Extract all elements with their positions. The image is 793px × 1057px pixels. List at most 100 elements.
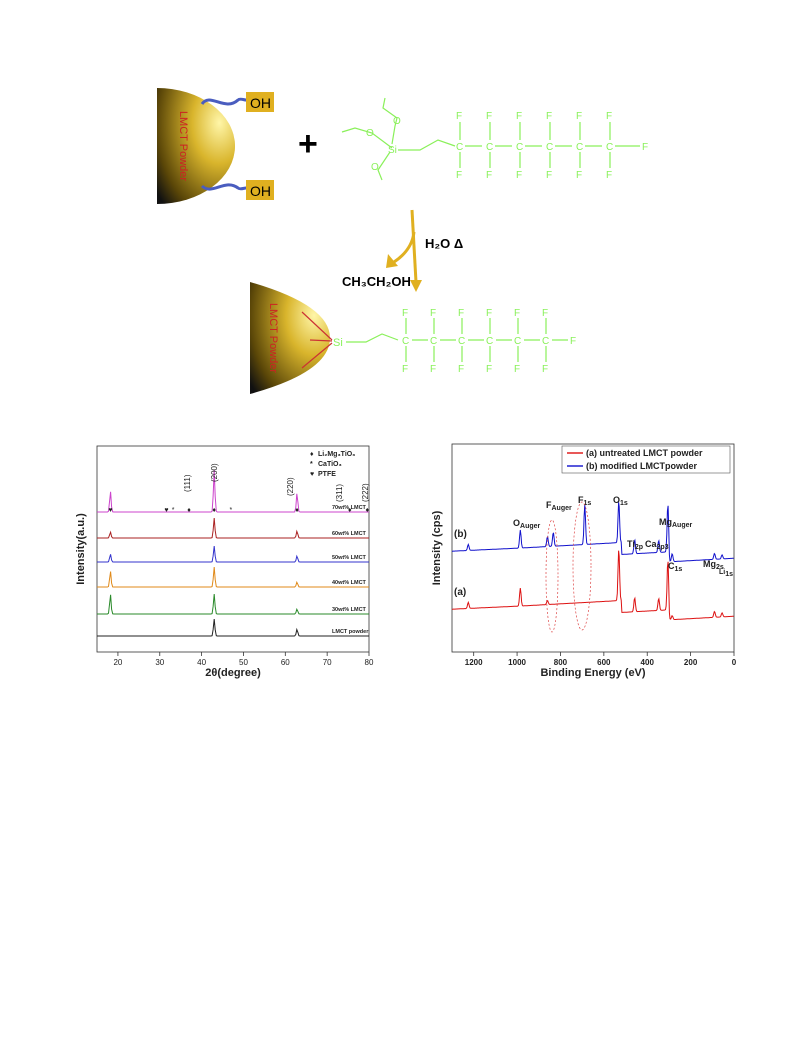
xrd-legend-symbol-2: * [310,461,313,468]
atom-c-b6: C [542,336,549,347]
xps-peak-annotations: OAuger FAuger F1s O1s Ti2p Ca2p3 MgAuger… [513,495,733,578]
xrd-marker-8: ♦ [366,507,370,514]
atom-f-d6: F [606,170,612,181]
xrd-trace-5 [97,618,369,637]
silane-atoms: Si O O O C C C C C C F F F F F F F F F F… [366,111,648,181]
xps-trace-a [452,550,734,620]
hydroxyl-bottom: OH [250,183,271,199]
atom-c-b4: C [486,336,493,347]
xrd-traces [97,469,369,637]
grafted-atoms: Si C C C C C C F F F F F F F F F F F F F [333,308,576,375]
lmct-particle-bottom [250,282,330,394]
xrd-series-label-0: 70wt% LMCT [332,505,367,511]
xrd-marker-7: ♦ [348,507,352,514]
atom-c-4: C [546,142,553,153]
atom-c-b2: C [430,336,437,347]
xps-tick-label-400: 400 [641,658,655,667]
xrd-legend-text-3: PTFE [318,471,336,478]
xps-x-label: Binding Energy (eV) [540,667,645,679]
plus-sign: + [298,125,318,163]
atom-f-u6: F [606,111,612,122]
xrd-series-label-2: 50wt% LMCT [332,555,367,561]
atom-o-2: O [393,116,401,127]
atom-f-d5: F [576,170,582,181]
atom-f-bd1: F [402,364,408,375]
xrd-marker-1: ♥ [164,507,168,514]
atom-c-2: C [486,142,493,153]
peak-label-200: (200) [210,463,219,482]
reaction-arrow [386,209,422,292]
atom-f-bu3: F [458,308,464,319]
xrd-peak-labels: (111) (200) (220) (311) (222) [183,463,370,502]
particle-label-top: LMCT Powder [177,111,189,181]
xrd-marker-5: * [230,507,233,514]
xrd-marker-0: ♥ [108,507,112,514]
atom-f-bu6: F [542,308,548,319]
anno-ca-2p3: Ca2p3 [645,539,669,551]
anno-f-1s: F1s [578,495,591,507]
atom-f-bd4: F [486,364,492,375]
xrd-chart: 20 30 40 50 60 70 80 ♥ ♥ * ♦ ♦ * ♦ ♦ ♦ (111) (200) (22… [75,445,374,679]
xps-tag-a: (a) [454,587,466,598]
atom-c-5: C [576,142,583,153]
xps-legend-b: (b) modified LMCTpowder [586,461,697,471]
atom-f-u1: F [456,111,462,122]
particle-label-bottom: LMCT Powder [267,303,279,373]
xrd-marker-4: ♦ [212,507,216,514]
hydroxyl-box-bottom [246,180,274,200]
xps-tag-b: (b) [454,529,467,540]
xps-tick-label-800: 800 [554,658,568,667]
silane-molecule [341,97,640,181]
grafted-chain [346,318,568,362]
lmct-particle-top-body [157,88,235,204]
xrd-trace-0 [97,469,369,513]
hydroxyl-box-top [246,92,274,112]
linker-bottom [200,183,247,191]
anno-o-auger: OAuger [513,518,541,530]
xrd-trace-4 [97,593,369,615]
atom-f-d4: F [546,170,552,181]
atom-o-3: O [371,162,379,173]
atom-f-bd6: F [542,364,548,375]
xrd-trace-1 [97,517,369,539]
atom-f-bu4: F [486,308,492,319]
xrd-legend-symbol-3: ♥ [310,471,314,478]
xrd-legend-symbol-1: ♦ [310,451,314,458]
xrd-trace-2 [97,545,369,563]
xps-tick-label-200: 200 [684,658,698,667]
xrd-plot-frame [96,445,370,653]
atom-c-3: C [516,142,523,153]
atom-f-d2: F [486,170,492,181]
anno-mg-auger: MgAuger [659,517,693,529]
xps-legend-a: (a) untreated LMCT powder [586,448,703,458]
xrd-x-label: 2θ(degree) [205,667,261,679]
xrd-tick-label-30: 30 [155,658,164,667]
reaction-scheme: LMCT Powder OH OH + Si O O O C C C C C C… [157,88,648,394]
xps-y-label: Intensity (cps) [431,510,443,585]
linker-top [200,97,247,106]
atom-f-d1: F [456,170,462,181]
xrd-tick-label-60: 60 [281,658,290,667]
atom-f-u3: F [516,111,522,122]
anno-c-1s: C1s [668,561,682,573]
xrd-marker-3: ♦ [187,507,191,514]
atom-f-u4: F [546,111,552,122]
atom-f-bu2: F [430,308,436,319]
atom-f-bd3: F [458,364,464,375]
xrd-legend: ♦ Li₂Mg₃TiO₆ * CaTiO₃ ♥ PTFE [310,451,355,478]
atom-si-bottom: Si [333,337,343,349]
atom-f-d3: F [516,170,522,181]
atom-f-u2: F [486,111,492,122]
xps-highlight-ellipses [545,501,592,633]
anno-f-auger: FAuger [546,500,572,512]
byproduct-ethanol: CH₃CH₂OH [342,274,411,289]
anno-ti-2p: Ti2p [627,539,643,551]
xps-plot-frame [451,443,735,653]
xrd-legend-text-1: Li₂Mg₃TiO₆ [318,451,355,458]
xrd-series-label-4: 30wt% LMCT [332,607,367,613]
xrd-tick-label-80: 80 [365,658,374,667]
anno-li-1s: Li1s [719,569,733,578]
xps-legend: (a) untreated LMCT powder (b) modified L… [561,445,731,474]
peak-label-222: (222) [361,483,370,502]
ellipse-f-auger [545,519,559,633]
